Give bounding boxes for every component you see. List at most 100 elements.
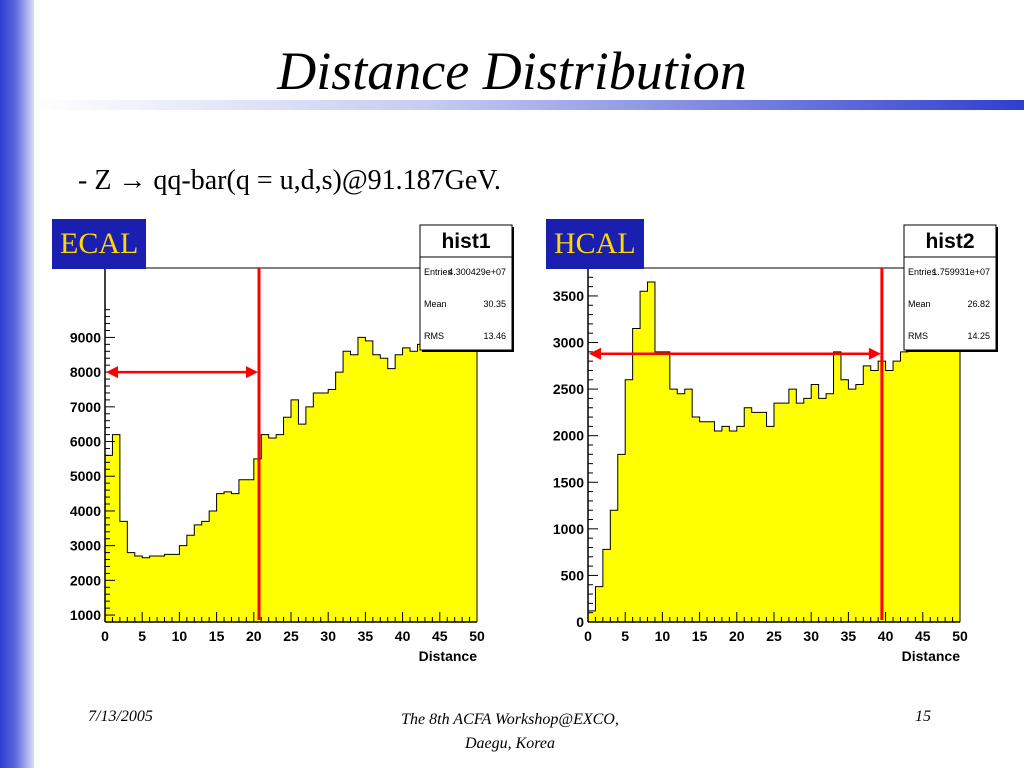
left-gradient-bar — [0, 0, 34, 768]
histogram-bin — [729, 431, 738, 622]
histogram-bin — [283, 417, 292, 622]
histogram-bin — [246, 479, 255, 622]
y-tick-label: 3000 — [70, 538, 101, 554]
histogram-bin — [885, 370, 894, 622]
histogram-bin — [803, 398, 812, 622]
histogram-bin — [194, 524, 203, 622]
histogram-bin — [164, 554, 173, 622]
stats-row-value: 14.25 — [967, 331, 990, 341]
histogram-bin — [417, 344, 426, 622]
histogram-bin — [677, 393, 686, 622]
histogram-bin — [127, 552, 136, 622]
slide-subtitle: - Z → qq-bar(q = u,d,s)@91.187GeV. — [78, 165, 501, 196]
x-tick-label: 5 — [621, 628, 629, 644]
page-number: 15 — [915, 708, 931, 725]
histogram-bin — [721, 426, 730, 622]
histogram-bin — [119, 521, 128, 622]
y-tick-label: 9000 — [70, 329, 101, 345]
histogram-bin — [112, 434, 121, 622]
stats-row-label: RMS — [908, 331, 928, 341]
histogram-bin — [424, 340, 433, 622]
histogram-bin — [952, 333, 961, 622]
histogram-bin — [216, 493, 225, 622]
title-underline — [34, 100, 1024, 110]
histogram-bin — [826, 393, 834, 622]
histogram-bin — [602, 549, 611, 622]
histogram-bin — [149, 556, 158, 622]
histogram-bin — [387, 368, 396, 622]
stats-title: hist1 — [441, 230, 490, 253]
histogram-bin — [922, 347, 931, 622]
histogram-bin — [848, 389, 857, 622]
histogram-bin — [588, 610, 596, 622]
histogram-bin — [171, 554, 180, 622]
y-tick-label: 8000 — [70, 364, 101, 380]
histogram-bin — [380, 358, 389, 622]
stats-row-label: Mean — [424, 299, 447, 309]
x-tick-label: 15 — [209, 628, 225, 644]
histogram-bin — [625, 379, 634, 622]
x-tick-label: 25 — [766, 628, 782, 644]
histogram-bin — [276, 434, 284, 622]
x-tick-label: 35 — [841, 628, 857, 644]
histogram-bin — [840, 379, 849, 622]
slide-title: Distance Distribution — [277, 41, 747, 101]
histogram-bin — [654, 351, 663, 622]
y-tick-label: 3000 — [553, 335, 584, 351]
histogram-bin — [833, 351, 842, 622]
arrow-head-left — [589, 347, 601, 360]
y-tick-label: 2000 — [553, 428, 584, 444]
footer-date: 7/13/2005 — [88, 708, 153, 725]
histogram-bin — [238, 479, 247, 622]
histogram-bin — [469, 330, 478, 622]
x-axis-title: Distance — [902, 648, 961, 664]
histogram-bin — [395, 354, 403, 622]
histogram-bin — [350, 354, 359, 622]
stats-title: hist2 — [925, 230, 974, 253]
stats-box — [419, 224, 513, 351]
x-tick-label: 45 — [432, 628, 448, 644]
stats-box — [903, 224, 997, 351]
histogram-bin — [454, 337, 463, 622]
y-tick-label: 0 — [576, 614, 584, 630]
x-tick-label: 30 — [803, 628, 819, 644]
histogram-bin — [201, 521, 210, 622]
y-tick-label: 1000 — [553, 521, 584, 537]
arrow-head-left — [106, 366, 118, 379]
histogram-bin — [157, 556, 165, 622]
stats-row-label: Entries — [908, 267, 937, 277]
histogram-bin — [595, 586, 604, 622]
histogram-bin — [788, 389, 797, 622]
histogram-bin — [142, 557, 151, 622]
x-axis-title: Distance — [419, 648, 478, 664]
x-tick-label: 10 — [655, 628, 671, 644]
histogram-bin — [774, 403, 782, 622]
y-tick-label: 2500 — [553, 381, 584, 397]
histogram-bin — [915, 328, 924, 622]
stats-row-value: 1.759931e+07 — [932, 267, 990, 277]
histogram-bin — [855, 384, 864, 622]
hcal-label: HCAL — [546, 219, 644, 269]
y-tick-label: 3500 — [553, 288, 584, 304]
ecal-label: ECAL — [52, 219, 147, 269]
histogram-bin — [930, 337, 939, 622]
histogram-bin — [699, 421, 708, 622]
histogram-bin — [863, 365, 872, 622]
histogram-bin — [432, 347, 441, 622]
footer-event: The 8th ACFA Workshop@EXCO, Daegu, Korea — [360, 708, 660, 756]
stats-row-label: RMS — [424, 331, 444, 341]
y-tick-label: 4000 — [70, 503, 101, 519]
stats-row-value: 30.35 — [483, 299, 506, 309]
x-tick-label: 50 — [952, 628, 968, 644]
histogram-bin — [818, 398, 827, 622]
histogram-bin — [462, 333, 470, 622]
x-tick-label: 50 — [469, 628, 485, 644]
y-tick-label: 1000 — [70, 607, 101, 623]
histogram-bin — [439, 340, 448, 622]
histogram-bin — [781, 403, 790, 622]
histogram-bin — [328, 389, 337, 622]
histogram-bin — [313, 392, 322, 622]
histogram-outline — [104, 329, 478, 622]
x-tick-label: 20 — [729, 628, 745, 644]
